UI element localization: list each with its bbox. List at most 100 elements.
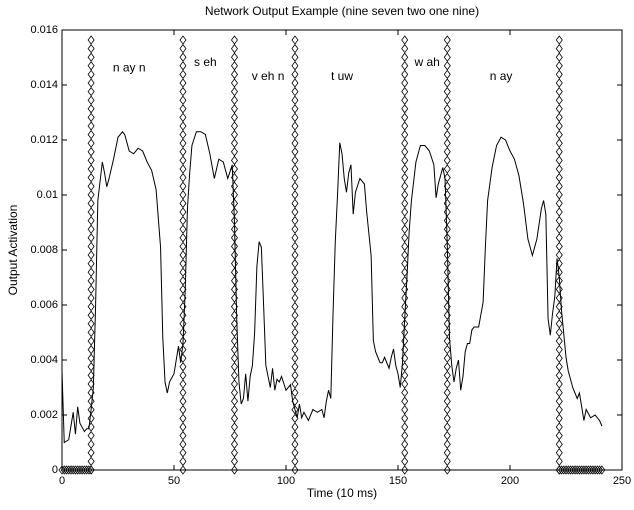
diamond-marker: [87, 52, 95, 62]
diamond-marker: [443, 61, 451, 71]
diamond-marker: [443, 293, 451, 303]
diamond-marker: [179, 448, 187, 458]
diamond-marker: [555, 293, 563, 303]
diamond-marker: [401, 405, 409, 415]
diamond-marker: [401, 121, 409, 131]
diamond-marker: [443, 52, 451, 62]
diamond-marker: [230, 258, 238, 269]
diamond-marker: [230, 448, 238, 458]
diamond-marker: [179, 370, 187, 381]
diamond-marker: [555, 284, 563, 295]
diamond-marker: [291, 172, 299, 183]
diamond-marker: [87, 95, 95, 105]
diamond-marker: [555, 61, 563, 71]
data-line: [61, 130, 603, 444]
diamond-marker: [598, 465, 606, 475]
diamond-marker: [555, 207, 563, 217]
diamond-marker: [443, 112, 451, 123]
diamond-marker: [401, 104, 409, 114]
diamond-marker: [87, 370, 95, 381]
diamond-marker: [179, 147, 187, 157]
diamond-marker: [291, 456, 299, 467]
diamond-marker: [555, 362, 563, 372]
diamond-marker: [443, 456, 451, 467]
diamond-marker: [555, 370, 563, 381]
diamond-marker: [179, 465, 187, 475]
diamond-marker: [555, 344, 563, 355]
diamond-marker: [555, 78, 563, 88]
diamond-marker: [291, 439, 299, 449]
diamond-marker: [87, 396, 95, 406]
diamond-marker: [230, 155, 238, 166]
diamond-marker: [291, 319, 299, 329]
y-tick-label: 0.008: [30, 244, 58, 256]
diamond-marker: [401, 155, 409, 166]
diamond-marker: [230, 250, 238, 260]
diamond-marker: [87, 121, 95, 131]
diamond-marker: [291, 104, 299, 114]
y-axis-label: Output Activation: [6, 205, 20, 296]
diamond-marker: [443, 198, 451, 209]
diamond-marker: [443, 448, 451, 458]
diamond-marker: [179, 250, 187, 260]
diamond-marker: [291, 95, 299, 105]
diamond-marker: [401, 456, 409, 467]
diamond-marker: [443, 215, 451, 226]
diamond-marker: [179, 181, 187, 191]
diamond-marker: [230, 276, 238, 286]
diamond-marker: [291, 465, 299, 475]
y-tick-label: 0.004: [30, 354, 58, 366]
diamond-marker: [87, 344, 95, 355]
diamond-marker: [443, 164, 451, 174]
diamond-marker: [87, 61, 95, 71]
diamond-marker: [401, 78, 409, 88]
diamond-marker: [555, 430, 563, 441]
diamond-marker: [87, 224, 95, 234]
chart-title: Network Output Example (nine seven two o…: [205, 4, 479, 18]
diamond-marker: [230, 327, 238, 338]
y-tick-label: 0.016: [30, 24, 58, 36]
y-tick-label: 0.006: [30, 299, 58, 311]
diamond-marker: [443, 147, 451, 157]
diamond-marker: [179, 207, 187, 217]
diamond-marker: [179, 276, 187, 286]
diamond-marker: [179, 129, 187, 140]
diamond-marker: [230, 138, 238, 148]
diamond-marker: [401, 147, 409, 157]
diamond-marker: [87, 413, 95, 424]
diamond-marker: [230, 198, 238, 209]
diamond-marker: [555, 129, 563, 140]
diamond-marker: [179, 362, 187, 372]
diamond-marker: [179, 43, 187, 54]
diamond-marker: [555, 112, 563, 123]
diamond-marker: [230, 465, 238, 475]
diamond-marker: [401, 43, 409, 54]
diamond-marker: [291, 190, 299, 200]
x-axis-label: Time (10 ms): [307, 486, 377, 500]
diamond-marker: [87, 439, 95, 449]
diamond-marker: [443, 430, 451, 441]
diamond-marker: [179, 61, 187, 71]
x-tick-label: 150: [389, 475, 407, 487]
diamond-marker: [87, 43, 95, 54]
diamond-marker: [291, 405, 299, 415]
diamond-marker: [179, 198, 187, 209]
diamond-marker: [291, 207, 299, 217]
diamond-marker: [443, 301, 451, 312]
diamond-marker: [443, 258, 451, 269]
segment-label: t uw: [331, 69, 353, 83]
diamond-marker: [291, 448, 299, 458]
diamond-marker: [401, 293, 409, 303]
diamond-marker: [230, 86, 238, 97]
diamond-marker: [443, 43, 451, 54]
diamond-marker: [291, 121, 299, 131]
diamond-marker: [179, 387, 187, 398]
diamond-marker: [401, 112, 409, 123]
diamond-marker: [401, 61, 409, 71]
diamond-marker: [230, 147, 238, 157]
segment-label: v eh n: [252, 69, 285, 83]
diamond-marker: [291, 241, 299, 252]
diamond-marker: [230, 121, 238, 131]
diamond-marker: [179, 310, 187, 320]
diamond-marker: [401, 86, 409, 97]
